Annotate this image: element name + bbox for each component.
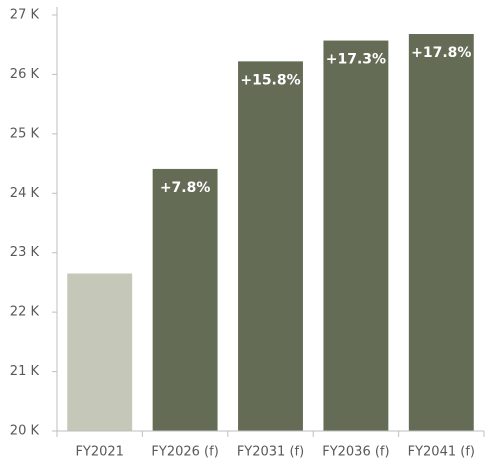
x-tick-label: FY2036 (f) xyxy=(322,445,389,460)
x-tick-label: FY2026 (f) xyxy=(151,445,218,460)
bar xyxy=(67,273,133,431)
bar xyxy=(152,168,218,432)
y-tick-label: 24 K xyxy=(10,186,40,201)
bar-annotation: +15.8% xyxy=(240,72,300,88)
bar xyxy=(238,61,303,432)
x-tick-label: FY2031 (f) xyxy=(237,445,304,460)
y-tick-label: 21 K xyxy=(10,364,40,379)
bar xyxy=(323,40,389,431)
y-tick-label: 23 K xyxy=(10,245,40,260)
y-tick-label: 27 K xyxy=(10,8,40,23)
bar-annotation: +17.3% xyxy=(326,52,386,68)
y-tick-label: 22 K xyxy=(10,305,40,320)
y-tick-label: 25 K xyxy=(10,126,40,141)
bar-annotation: +17.8% xyxy=(411,45,471,61)
bar xyxy=(408,34,474,431)
x-tick-label: FY2021 xyxy=(75,445,124,460)
y-tick-label: 20 K xyxy=(10,424,40,439)
x-tick-label: FY2041 (f) xyxy=(408,445,475,460)
bar-annotation: +7.8% xyxy=(160,180,211,196)
y-tick-label: 26 K xyxy=(10,67,40,82)
